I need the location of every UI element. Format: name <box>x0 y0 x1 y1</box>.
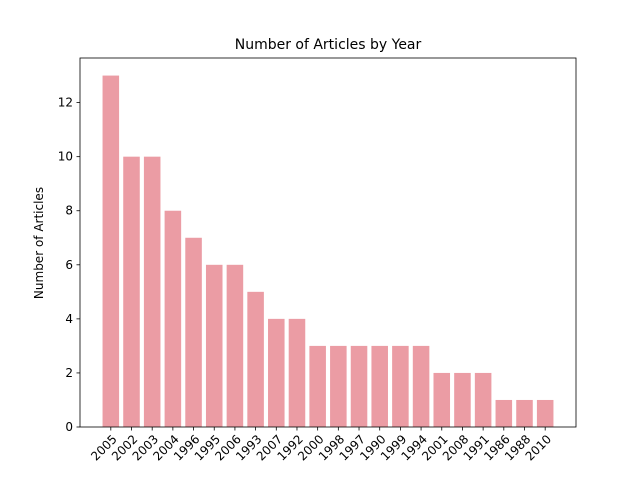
bar <box>164 210 182 427</box>
y-tick-label: 2 <box>65 366 73 380</box>
y-tick-label: 12 <box>58 96 73 110</box>
y-axis-label: Number of Articles <box>32 187 46 299</box>
bar <box>516 399 533 427</box>
bar <box>330 345 347 427</box>
y-tick-label: 0 <box>65 420 73 434</box>
bar <box>226 264 244 427</box>
bar <box>474 372 492 427</box>
bar <box>371 345 388 427</box>
bar <box>392 345 409 427</box>
bar <box>185 237 202 427</box>
chart-title: Number of Articles by Year <box>235 37 422 53</box>
y-tick-label: 6 <box>65 258 73 272</box>
y-tick-label: 8 <box>65 204 73 218</box>
bar <box>143 156 161 427</box>
bar <box>536 399 554 427</box>
bar <box>205 264 223 427</box>
bar <box>412 345 430 427</box>
bar <box>454 372 471 427</box>
bar <box>309 345 326 427</box>
bar <box>288 318 306 427</box>
bar <box>350 345 368 427</box>
plot-frame <box>79 57 577 428</box>
bar <box>495 399 513 427</box>
bar <box>433 372 451 427</box>
bar <box>247 291 264 427</box>
bar <box>268 318 285 427</box>
bar <box>123 156 140 427</box>
y-tick-label: 10 <box>58 150 73 164</box>
bar <box>102 75 120 428</box>
y-tick-label: 4 <box>65 312 73 326</box>
